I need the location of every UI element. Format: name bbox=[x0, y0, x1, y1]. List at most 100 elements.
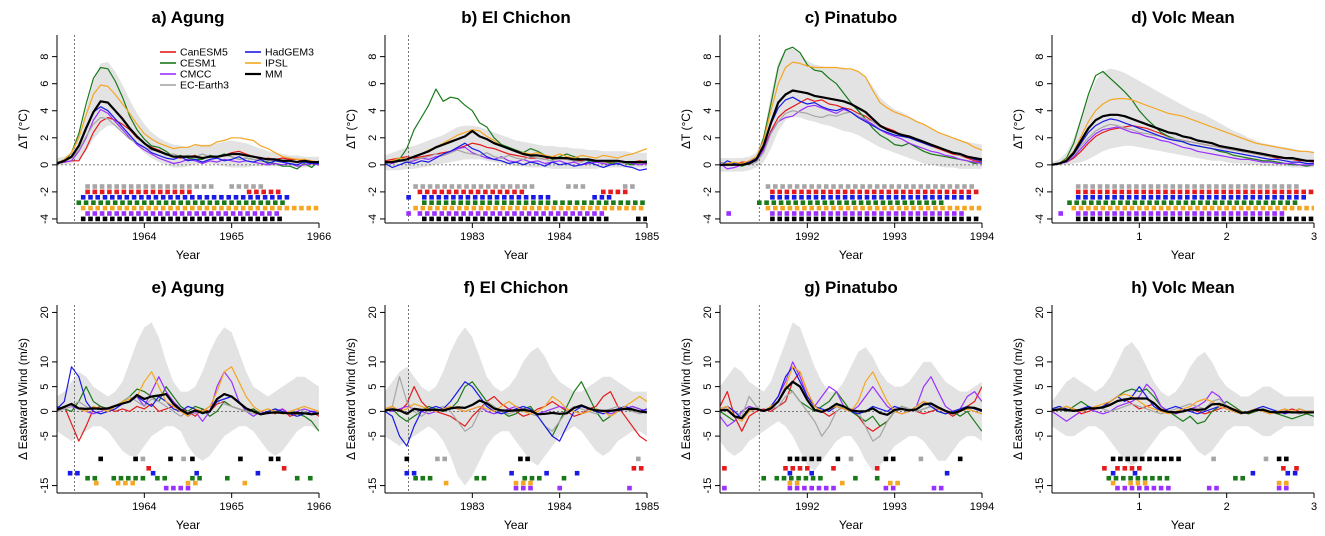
panel-b-sig-marker bbox=[596, 200, 602, 205]
panel-c-series-cesm1 bbox=[720, 46, 982, 167]
panel-e-sig-marker bbox=[150, 470, 156, 476]
panel-d-plot-area bbox=[1052, 68, 1314, 222]
panel-d-sig-row-ec-earth3 bbox=[1075, 184, 1299, 189]
panel-c-sig-marker bbox=[893, 195, 899, 200]
panel-d-y-tick-label: -2 bbox=[1034, 187, 1046, 197]
panel-c-sig-marker bbox=[831, 184, 836, 189]
panel-c-sig-marker bbox=[886, 211, 892, 216]
panel-e-sig-row-mm bbox=[98, 456, 281, 462]
panel-b-sig-marker bbox=[622, 189, 628, 195]
panel-a-sig-marker bbox=[197, 205, 202, 211]
panel-c-sig-marker bbox=[853, 184, 858, 189]
panel-d-sig-marker bbox=[1272, 216, 1277, 222]
panel-h-sig-marker bbox=[1161, 456, 1167, 462]
panel-d-sig-marker bbox=[1294, 184, 1299, 189]
panel-g-sig-marker bbox=[794, 480, 800, 486]
panel-c-sig-marker bbox=[791, 216, 797, 222]
panel-c-sig-marker bbox=[757, 200, 762, 205]
panel-c-sig-marker bbox=[931, 200, 937, 205]
panel-a-sig-marker bbox=[216, 211, 221, 216]
panel-g-y-label: Δ Eastward Wind (m/s) bbox=[679, 338, 693, 460]
panel-a-sig-marker bbox=[95, 205, 100, 211]
panel-g-sig-marker bbox=[787, 480, 793, 486]
panel-d-sig-marker bbox=[1090, 189, 1095, 195]
panel-a-sig-marker bbox=[194, 184, 199, 189]
panel-c-sig-marker bbox=[864, 216, 870, 222]
panel-b-sig-marker bbox=[422, 216, 427, 222]
panel-d-y-tick-label: 0 bbox=[1034, 162, 1046, 168]
panel-a-sig-marker bbox=[270, 195, 275, 200]
panel-c-sig-marker bbox=[844, 200, 849, 205]
panel-d-sig-marker bbox=[1173, 205, 1178, 211]
panel-a-sig-marker bbox=[248, 216, 253, 222]
panel-h-sig-marker bbox=[1151, 485, 1157, 491]
panel-b-sig-marker bbox=[560, 216, 565, 222]
panel-a-sig-marker bbox=[83, 200, 89, 205]
panel-c-sig-marker bbox=[893, 216, 899, 222]
panel-e-sig-marker bbox=[185, 480, 191, 486]
panel-a-sig-marker bbox=[255, 195, 261, 200]
panel-d-sig-marker bbox=[1126, 189, 1132, 195]
panel-a-sig-marker bbox=[98, 200, 103, 205]
panel-a-sig-marker bbox=[110, 216, 115, 222]
panel-d-sig-marker bbox=[1243, 195, 1248, 200]
panel-d-sig-row-cmcc bbox=[1058, 211, 1285, 216]
panel-d-sig-marker bbox=[1192, 211, 1197, 216]
panel-e-y-tick-label: 5 bbox=[39, 384, 51, 390]
panel-d-sig-marker bbox=[1176, 200, 1181, 205]
panel-d-sig-marker bbox=[1294, 216, 1299, 222]
panel-e-sig-row-ipsl bbox=[94, 480, 248, 486]
panel-a-sig-marker bbox=[240, 205, 246, 211]
panel-c-sig-marker bbox=[777, 195, 782, 200]
panel-a-sig-marker bbox=[105, 200, 111, 205]
panel-f-series-mm bbox=[385, 399, 647, 416]
panel-g-sig-marker bbox=[816, 485, 822, 491]
panel-d-series-ec-earth3 bbox=[1052, 123, 1314, 166]
panel-h-sig-marker bbox=[1118, 456, 1123, 462]
panel-a-sig-marker bbox=[139, 205, 144, 211]
panel-f-sig-row-mm bbox=[404, 456, 530, 462]
panel-b-sig-marker bbox=[615, 189, 621, 195]
panel-d-sig-marker bbox=[1089, 200, 1094, 205]
panel-d-sig-marker bbox=[1235, 184, 1241, 189]
panel-g: 1992 1993 1994 -15 -5 0 5 10 20 g) Pinatubo Year Δ … bbox=[679, 278, 994, 532]
panel-c-sig-row-cmcc bbox=[726, 211, 964, 216]
panel-a-sig-marker bbox=[150, 189, 156, 195]
panel-d-sig-marker bbox=[1096, 200, 1101, 205]
panel-d-sig-marker bbox=[1286, 184, 1292, 189]
panel-a-sig-marker bbox=[248, 195, 253, 200]
panel-g-sig-marker bbox=[874, 466, 880, 471]
panel-c-sig-marker bbox=[806, 195, 812, 200]
panel-c-sig-marker bbox=[784, 216, 790, 222]
panel-a-sig-marker bbox=[258, 200, 263, 205]
panel-b-sig-marker bbox=[603, 200, 609, 205]
panel-a-sig-marker bbox=[131, 195, 137, 200]
panel-a-y-tick-label: -2 bbox=[39, 187, 51, 197]
panel-e-sig-marker bbox=[281, 466, 287, 471]
panel-a-sig-marker bbox=[142, 200, 147, 205]
panel-c-sig-marker bbox=[886, 195, 892, 200]
panel-c-sig-marker bbox=[765, 205, 771, 211]
panel-b-sig-marker bbox=[494, 200, 500, 205]
panel-b-sig-marker bbox=[601, 189, 606, 195]
panel-c-sig-marker bbox=[879, 189, 884, 195]
panel-b-sig-marker bbox=[577, 211, 583, 216]
panel-c-sig-marker bbox=[947, 184, 953, 189]
panel-a-sig-marker bbox=[163, 200, 169, 205]
panel-d-sig-marker bbox=[1126, 184, 1132, 189]
legend-label-cesm1: CESM1 bbox=[180, 58, 216, 70]
legend-label-ipsl: IPSL bbox=[265, 58, 288, 70]
panel-c-sig-marker bbox=[895, 200, 900, 205]
panel-a-sig-marker bbox=[171, 200, 176, 205]
panel-a-sig-marker bbox=[146, 216, 151, 222]
panel-a-sig-marker bbox=[153, 216, 159, 222]
panel-c-sig-marker bbox=[915, 195, 921, 200]
panel-b-sig-marker bbox=[429, 200, 434, 205]
panel-b-plot-area bbox=[385, 35, 647, 223]
panel-a-sig-marker bbox=[259, 211, 265, 216]
panel-b-sig-marker bbox=[461, 189, 466, 195]
panel-b-sig-marker bbox=[504, 189, 510, 195]
panel-b-x-label: Year bbox=[504, 248, 528, 262]
panel-d-sig-marker bbox=[1134, 211, 1139, 216]
panel-f-sig-marker bbox=[442, 456, 447, 462]
